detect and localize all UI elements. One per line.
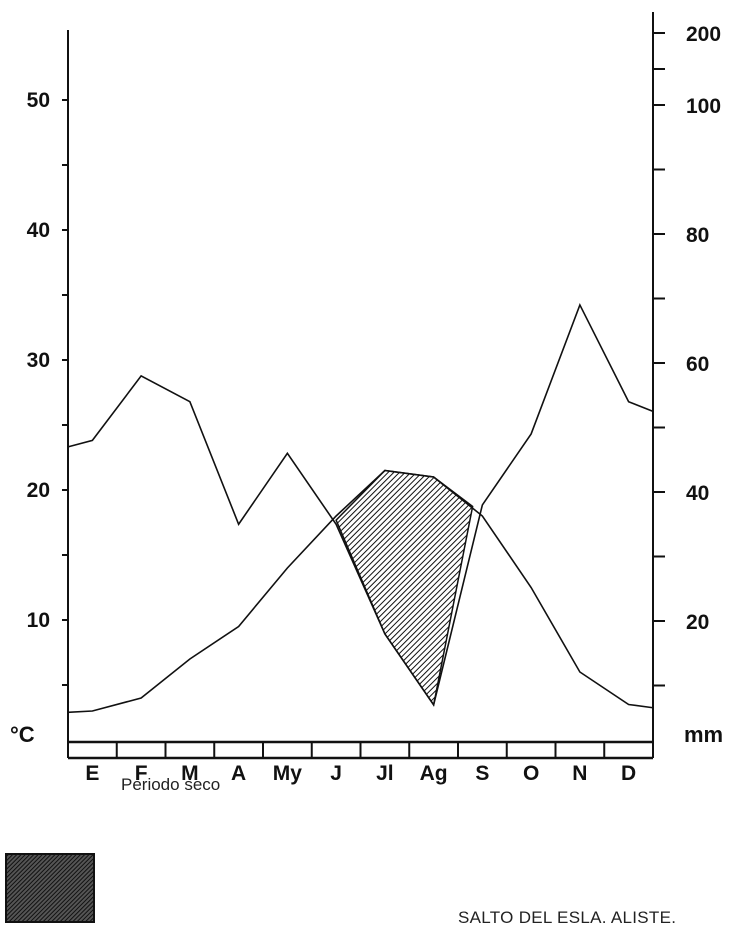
- right-axis-tick-label: 20: [686, 611, 709, 634]
- month-label: M: [181, 762, 199, 785]
- left-axis-tick-label: 10: [27, 609, 50, 632]
- month-label: E: [85, 762, 99, 785]
- left-axis-tick-label: 40: [27, 219, 50, 242]
- series-lines: [67, 302, 654, 714]
- axes-frame: [67, 12, 654, 760]
- legend-dry-period-label: Periodo seco: [121, 775, 221, 794]
- left-axis-unit: °C: [10, 722, 35, 747]
- month-label: N: [572, 762, 587, 785]
- dry-period-legend-swatch: [5, 853, 95, 923]
- dry-period-area: [335, 469, 474, 707]
- right-axis-tick-label: 40: [686, 482, 709, 505]
- temperature-line: [67, 469, 654, 714]
- left-axis-tick-label: 50: [27, 89, 50, 112]
- right-axis-tick-label: 100: [686, 95, 721, 118]
- right-axis-tick-label: 60: [686, 353, 709, 376]
- month-label: My: [273, 762, 302, 785]
- month-label: D: [621, 762, 636, 785]
- left-axis-tick-label: 30: [27, 349, 50, 372]
- axis-labels: 10 20 30 40 50 °C 20 40 60 80 100 200 mm E F M A My J Jl Ag S…: [10, 23, 723, 785]
- month-label: Ag: [420, 762, 448, 785]
- month-label: F: [135, 762, 148, 785]
- right-axis-tick-label: 200: [686, 23, 721, 46]
- axis-ticks: [62, 32, 665, 687]
- precipitation-line: [67, 302, 654, 707]
- month-label: S: [475, 762, 489, 785]
- month-label: J: [330, 762, 342, 785]
- station-name: SALTO DEL ESLA. ALISTE.: [458, 908, 677, 927]
- month-label: Jl: [376, 762, 394, 785]
- month-label: A: [231, 762, 246, 785]
- month-label: O: [523, 762, 539, 785]
- right-axis-unit: mm: [684, 722, 723, 747]
- left-axis-tick-label: 20: [27, 479, 50, 502]
- dry-period-polygon: [335, 469, 474, 707]
- right-axis-tick-label: 80: [686, 224, 709, 247]
